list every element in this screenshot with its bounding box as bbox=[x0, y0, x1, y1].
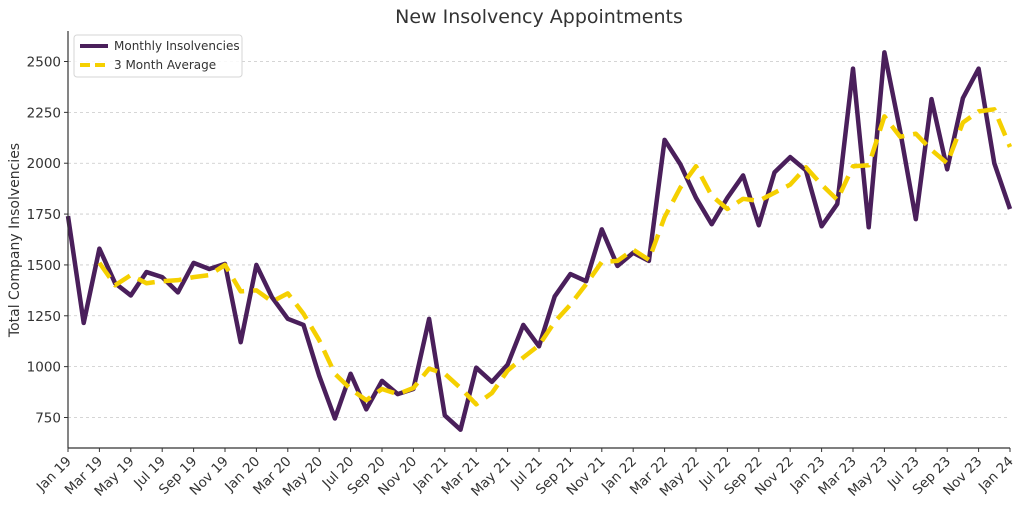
chart-title: New Insolvency Appointments bbox=[395, 6, 683, 28]
legend-label-average: 3 Month Average bbox=[114, 58, 216, 72]
y-tick-label: 2000 bbox=[27, 156, 61, 172]
y-ticks: 750 1000 1250 1500 1750 2000 2250 2500 bbox=[27, 55, 68, 426]
legend: Monthly Insolvencies 3 Month Average bbox=[73, 34, 243, 78]
axes bbox=[67, 31, 1010, 449]
series-lines bbox=[65, 50, 1013, 432]
y-tick-label: 2250 bbox=[27, 105, 61, 121]
y-tick-label: 1500 bbox=[27, 258, 61, 274]
x-tick-label: Jan 24 bbox=[975, 454, 1017, 496]
y-tick-label: 750 bbox=[35, 410, 61, 426]
y-tick-label: 1750 bbox=[27, 207, 61, 223]
legend-box bbox=[73, 34, 243, 78]
y-axis-label: Total Company Insolvencies bbox=[7, 143, 23, 338]
series-line-monthly bbox=[65, 50, 1013, 432]
y-tick-label: 2500 bbox=[27, 55, 61, 71]
gridlines bbox=[68, 61, 1010, 418]
series-line-average bbox=[97, 107, 1013, 407]
y-tick-label: 1250 bbox=[27, 309, 61, 325]
y-tick-label: 1000 bbox=[27, 360, 61, 376]
legend-label-monthly: Monthly Insolvencies bbox=[114, 39, 240, 53]
